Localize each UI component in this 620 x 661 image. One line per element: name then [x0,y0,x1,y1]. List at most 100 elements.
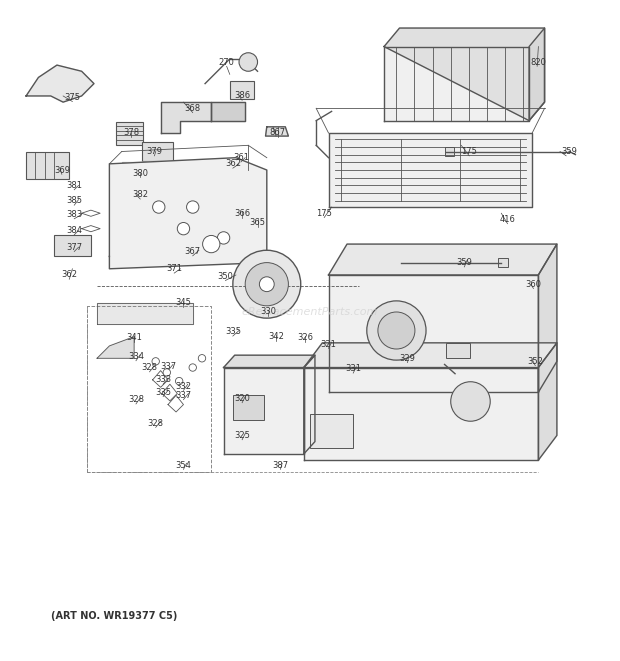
Text: 362: 362 [225,159,241,169]
Polygon shape [97,336,134,358]
Text: 386: 386 [234,91,250,100]
Polygon shape [538,343,557,460]
Circle shape [187,201,199,214]
Polygon shape [224,368,304,454]
Text: 381: 381 [66,181,82,190]
Polygon shape [538,244,557,392]
Text: 377: 377 [66,243,82,252]
Text: 332: 332 [175,381,192,391]
Text: 382: 382 [132,190,148,199]
Circle shape [378,312,415,349]
Text: 350: 350 [218,272,233,281]
Text: 368: 368 [185,104,201,113]
Text: 383: 383 [66,210,82,219]
Text: 328: 328 [128,395,144,404]
Text: 331: 331 [345,364,361,373]
Text: 345: 345 [175,298,192,307]
Text: 387: 387 [272,461,288,469]
Text: 820: 820 [531,58,546,67]
Bar [498,258,508,267]
Circle shape [175,377,183,385]
Text: 326: 326 [297,333,313,342]
Polygon shape [109,158,267,269]
Text: 352: 352 [528,357,543,366]
Bar [142,142,173,161]
Text: 329: 329 [399,354,415,363]
Text: 359: 359 [561,147,577,156]
Bar [115,122,143,145]
Text: 333: 333 [155,375,171,385]
Polygon shape [211,102,245,121]
Polygon shape [304,355,315,454]
Circle shape [218,232,230,244]
Text: 361: 361 [233,153,249,162]
Bar [233,395,264,420]
Text: 330: 330 [260,307,276,317]
Text: 328: 328 [148,418,164,428]
Text: 270: 270 [219,58,234,67]
Text: 334: 334 [128,352,144,361]
Bar [122,162,159,179]
Polygon shape [384,28,544,121]
Text: eReplacementParts.com: eReplacementParts.com [242,307,378,317]
Circle shape [153,201,165,214]
Text: 867: 867 [270,128,286,137]
Text: 362: 362 [61,270,78,280]
Polygon shape [329,244,557,275]
Polygon shape [265,127,288,136]
Bar [310,414,353,447]
Text: 365: 365 [249,218,265,227]
Text: 359: 359 [456,258,472,267]
Text: 175: 175 [316,209,332,217]
Polygon shape [304,368,538,460]
Text: 341: 341 [126,333,142,342]
Text: 337: 337 [160,362,176,371]
Polygon shape [161,102,211,133]
Circle shape [233,251,301,318]
Circle shape [177,223,190,235]
Text: 416: 416 [500,215,515,224]
Bar [128,190,139,201]
Circle shape [198,354,206,362]
Circle shape [239,53,257,71]
Text: 384: 384 [66,226,82,235]
Polygon shape [26,65,94,102]
Text: 360: 360 [525,280,541,289]
Text: 335: 335 [155,388,171,397]
Text: 378: 378 [123,128,139,137]
Text: 320: 320 [234,394,250,403]
Circle shape [367,301,426,360]
Circle shape [259,277,274,292]
Text: 379: 379 [146,147,162,156]
Polygon shape [97,303,193,325]
Circle shape [152,358,159,365]
Text: 321: 321 [321,340,337,348]
Text: 366: 366 [234,209,250,217]
Circle shape [451,382,490,421]
Text: 367: 367 [185,247,201,256]
Text: 325: 325 [234,431,250,440]
Circle shape [163,369,170,376]
Polygon shape [529,28,544,121]
Bar [54,235,91,256]
Text: 342: 342 [268,332,284,341]
Text: 328: 328 [141,363,157,372]
Circle shape [245,262,288,306]
Bar [446,343,471,358]
Text: 380: 380 [132,169,148,178]
Bar [26,151,69,179]
Polygon shape [224,355,315,368]
Text: 371: 371 [166,264,182,273]
Text: 175: 175 [461,147,477,156]
Bar [445,147,454,156]
Bar [230,81,254,99]
Polygon shape [384,46,529,121]
Text: (ART NO. WR19377 C5): (ART NO. WR19377 C5) [51,611,177,621]
Text: 369: 369 [54,165,70,175]
Polygon shape [329,133,532,207]
Polygon shape [304,343,557,368]
Text: 354: 354 [175,461,192,469]
Circle shape [189,364,197,371]
Circle shape [203,235,220,253]
Text: 385: 385 [66,196,82,206]
